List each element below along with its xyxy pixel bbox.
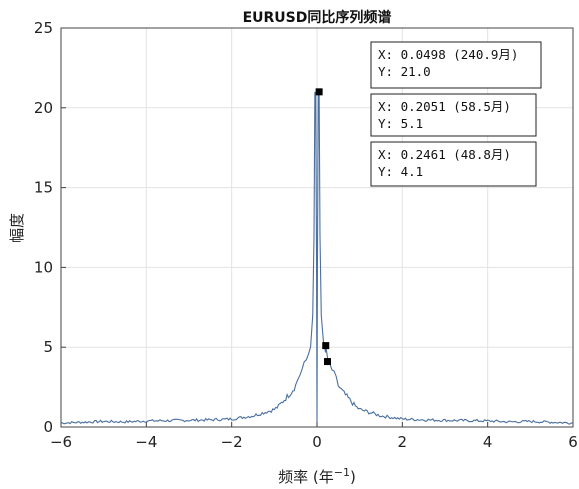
- datatip: X: 0.0498 (240.9月) Y: 21.0: [370, 41, 542, 89]
- x-tick-label: 4: [483, 433, 493, 451]
- series-layer: [60, 91, 574, 428]
- y-tick-label: 10: [34, 258, 53, 276]
- x-tick-label: −6: [50, 433, 72, 451]
- peak-marker[interactable]: [322, 342, 330, 350]
- x-axis-title: 频率 (年−1): [278, 466, 356, 487]
- x-axis-title-close: ): [350, 468, 356, 486]
- x-tick-label: 6: [568, 433, 578, 451]
- peak-marker[interactable]: [315, 88, 323, 96]
- datatip-y-line: Y: 4.1: [378, 164, 423, 179]
- datatip-y-line: Y: 5.1: [378, 116, 423, 131]
- x-tick-label: 0: [312, 433, 322, 451]
- peak-marker[interactable]: [324, 358, 332, 366]
- y-ticks: 0 5 10 15 20 25: [34, 19, 66, 436]
- datatip-box: [370, 41, 542, 89]
- datatip-y-line: Y: 21.0: [378, 64, 431, 79]
- datatip: X: 0.2461 (48.8月) Y: 4.1: [370, 141, 537, 187]
- x-ticks: −6 −4 −2 0 2 4 6: [50, 422, 578, 451]
- y-tick-label: 0: [43, 418, 53, 436]
- x-axis-title-sup: −1: [334, 466, 350, 479]
- marker-layer: [315, 88, 332, 366]
- datatip-box: [370, 93, 537, 137]
- y-tick-label: 20: [34, 99, 53, 117]
- x-tick-label: 2: [398, 433, 408, 451]
- x-axis-title-main: 频率 (年: [278, 468, 334, 486]
- datatip-x-line: X: 0.2051 (58.5月): [378, 99, 511, 114]
- y-tick-label: 5: [43, 338, 53, 356]
- y-tick-label: 15: [34, 179, 53, 197]
- datatip-layer: X: 0.0498 (240.9月) Y: 21.0 X: 0.2051 (58.5…: [370, 41, 542, 187]
- datatip: X: 0.2051 (58.5月) Y: 5.1: [370, 93, 537, 137]
- x-tick-label: −2: [221, 433, 243, 451]
- spectrum-line: [60, 91, 574, 428]
- x-tick-label: −4: [135, 433, 157, 451]
- y-axis-title: 幅度: [8, 213, 26, 243]
- chart-title: EURUSD同比序列频谱: [243, 9, 392, 26]
- datatip-x-line: X: 0.0498 (240.9月): [378, 47, 518, 62]
- datatip-box: [370, 141, 537, 187]
- y-tick-label: 25: [34, 19, 53, 37]
- datatip-x-line: X: 0.2461 (48.8月): [378, 147, 511, 162]
